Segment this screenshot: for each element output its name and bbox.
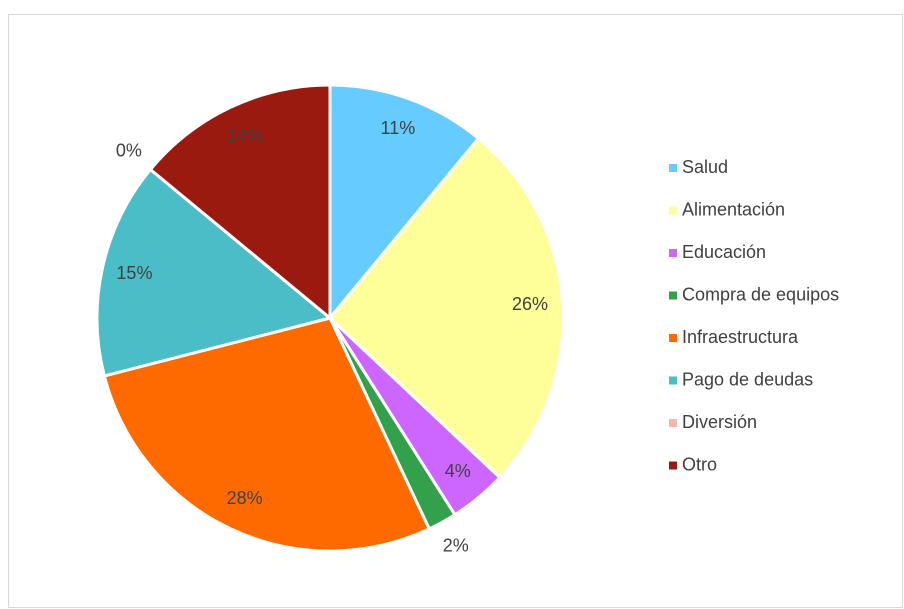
- data-label: 28%: [227, 488, 263, 508]
- data-label: 26%: [512, 294, 548, 314]
- legend-label: Educación: [682, 242, 766, 262]
- pie-slice: [148, 83, 332, 320]
- legend-label: Pago de deudas: [682, 369, 813, 389]
- legend-swatch: [669, 461, 677, 470]
- legend-label: Otro: [682, 454, 717, 474]
- legend-swatch: [669, 164, 677, 172]
- legend-swatch: [669, 419, 677, 427]
- data-label: 11%: [381, 118, 416, 138]
- legend-label: Diversión: [682, 412, 757, 432]
- pie-slice: [328, 136, 565, 479]
- pie-slice: [328, 83, 481, 320]
- legend-swatch: [669, 206, 677, 215]
- legend-label: Salud: [682, 157, 728, 177]
- legend-swatch: [669, 291, 677, 300]
- data-label: 0%: [116, 140, 142, 160]
- legend-swatch: [669, 334, 677, 342]
- pie-slice: [102, 316, 431, 553]
- legend-swatch: [669, 249, 677, 257]
- data-label: 2%: [443, 535, 469, 555]
- data-label: 15%: [116, 263, 152, 283]
- legend-swatch: [669, 376, 677, 385]
- data-label: 4%: [445, 461, 471, 481]
- pie-slice: [95, 167, 332, 378]
- legend-label: Compra de equipos: [682, 284, 839, 304]
- data-label: 14%: [227, 125, 263, 145]
- legend-label: Infraestructura: [682, 327, 799, 347]
- legend-label: Alimentación: [682, 199, 785, 219]
